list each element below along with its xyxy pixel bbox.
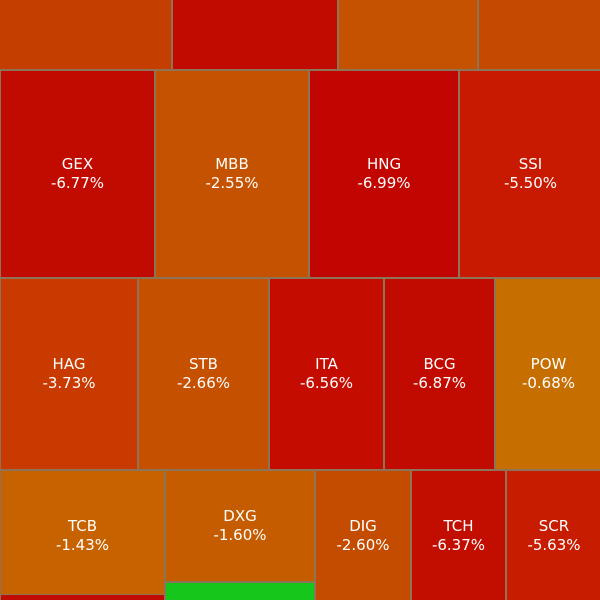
tile-label: POW -0.68% <box>496 355 600 393</box>
percent-change: -5.50% <box>503 174 558 192</box>
tile-label: DIG -2.60% <box>316 517 410 555</box>
ticker-symbol: ITA <box>315 355 338 373</box>
treemap-tile[interactable] <box>338 0 478 70</box>
ticker-symbol: SSI <box>518 155 543 173</box>
treemap-tile-scr[interactable]: SCR -5.63% <box>506 470 600 600</box>
ticker-symbol: SCR <box>538 517 570 535</box>
tile-label: ITA -6.56% <box>270 355 383 393</box>
percent-change: -1.43% <box>55 536 110 554</box>
ticker-symbol: MBB <box>215 155 249 173</box>
percent-change: -1.60% <box>213 526 267 544</box>
treemap-tile[interactable] <box>0 594 165 600</box>
treemap-tile[interactable] <box>165 582 315 600</box>
tile-label: GEX -6.77% <box>1 155 154 193</box>
tile-label: TCB -1.43% <box>1 517 164 555</box>
percent-change: -5.63% <box>527 536 581 554</box>
ticker-symbol: STB <box>189 355 218 373</box>
ticker-symbol: HNG <box>366 155 402 173</box>
tile-label: SSI -5.50% <box>460 155 600 193</box>
ticker-symbol: TCB <box>67 517 98 535</box>
percent-change: -2.55% <box>205 174 259 192</box>
treemap-tile-gex[interactable]: GEX -6.77% <box>0 70 155 278</box>
treemap-tile-ita[interactable]: ITA -6.56% <box>269 278 384 470</box>
tile-label: MBB -2.55% <box>156 155 308 193</box>
percent-change: -6.37% <box>431 536 486 554</box>
ticker-symbol: DIG <box>349 517 377 535</box>
treemap-tile[interactable] <box>172 0 338 70</box>
treemap-tile-hag[interactable]: HAG -3.73% <box>0 278 138 470</box>
treemap-tile[interactable] <box>0 0 172 70</box>
tile-label: TCH -6.37% <box>412 517 505 555</box>
tile-label: STB -2.66% <box>139 355 268 393</box>
treemap-tile-ssi[interactable]: SSI -5.50% <box>459 70 600 278</box>
treemap-tile-hng[interactable]: HNG -6.99% <box>309 70 459 278</box>
percent-change: -2.60% <box>336 536 390 554</box>
percent-change: -0.68% <box>521 374 576 392</box>
percent-change: -6.99% <box>357 174 411 192</box>
percent-change: -6.77% <box>50 174 105 192</box>
treemap-tile-tch[interactable]: TCH -6.37% <box>411 470 506 600</box>
treemap-tile-stb[interactable]: STB -2.66% <box>138 278 269 470</box>
tile-label: HNG -6.99% <box>310 155 458 193</box>
treemap-tile-bcg[interactable]: BCG -6.87% <box>384 278 495 470</box>
percent-change: -6.56% <box>299 374 354 392</box>
treemap-tile[interactable] <box>478 0 600 70</box>
ticker-symbol: BCG <box>423 355 456 373</box>
percent-change: -3.73% <box>42 374 96 392</box>
treemap-tile-mbb[interactable]: MBB -2.55% <box>155 70 309 278</box>
treemap-tile-dig[interactable]: DIG -2.60% <box>315 470 411 600</box>
tile-label: BCG -6.87% <box>385 355 494 393</box>
tile-label: DXG -1.60% <box>166 507 314 545</box>
treemap-tile-dxg[interactable]: DXG -1.60% <box>165 470 315 582</box>
tile-label: HAG -3.73% <box>1 355 137 393</box>
ticker-symbol: GEX <box>61 155 94 173</box>
tile-label: SCR -5.63% <box>507 517 600 555</box>
treemap-tile-pow[interactable]: POW -0.68% <box>495 278 600 470</box>
percent-change: -6.87% <box>412 374 467 392</box>
percent-change: -2.66% <box>176 374 231 392</box>
treemap-tile-tcb[interactable]: TCB -1.43% <box>0 470 165 600</box>
ticker-symbol: POW <box>530 355 567 373</box>
ticker-symbol: HAG <box>52 355 86 373</box>
ticker-symbol: DXG <box>223 507 257 525</box>
ticker-symbol: TCH <box>443 517 474 535</box>
